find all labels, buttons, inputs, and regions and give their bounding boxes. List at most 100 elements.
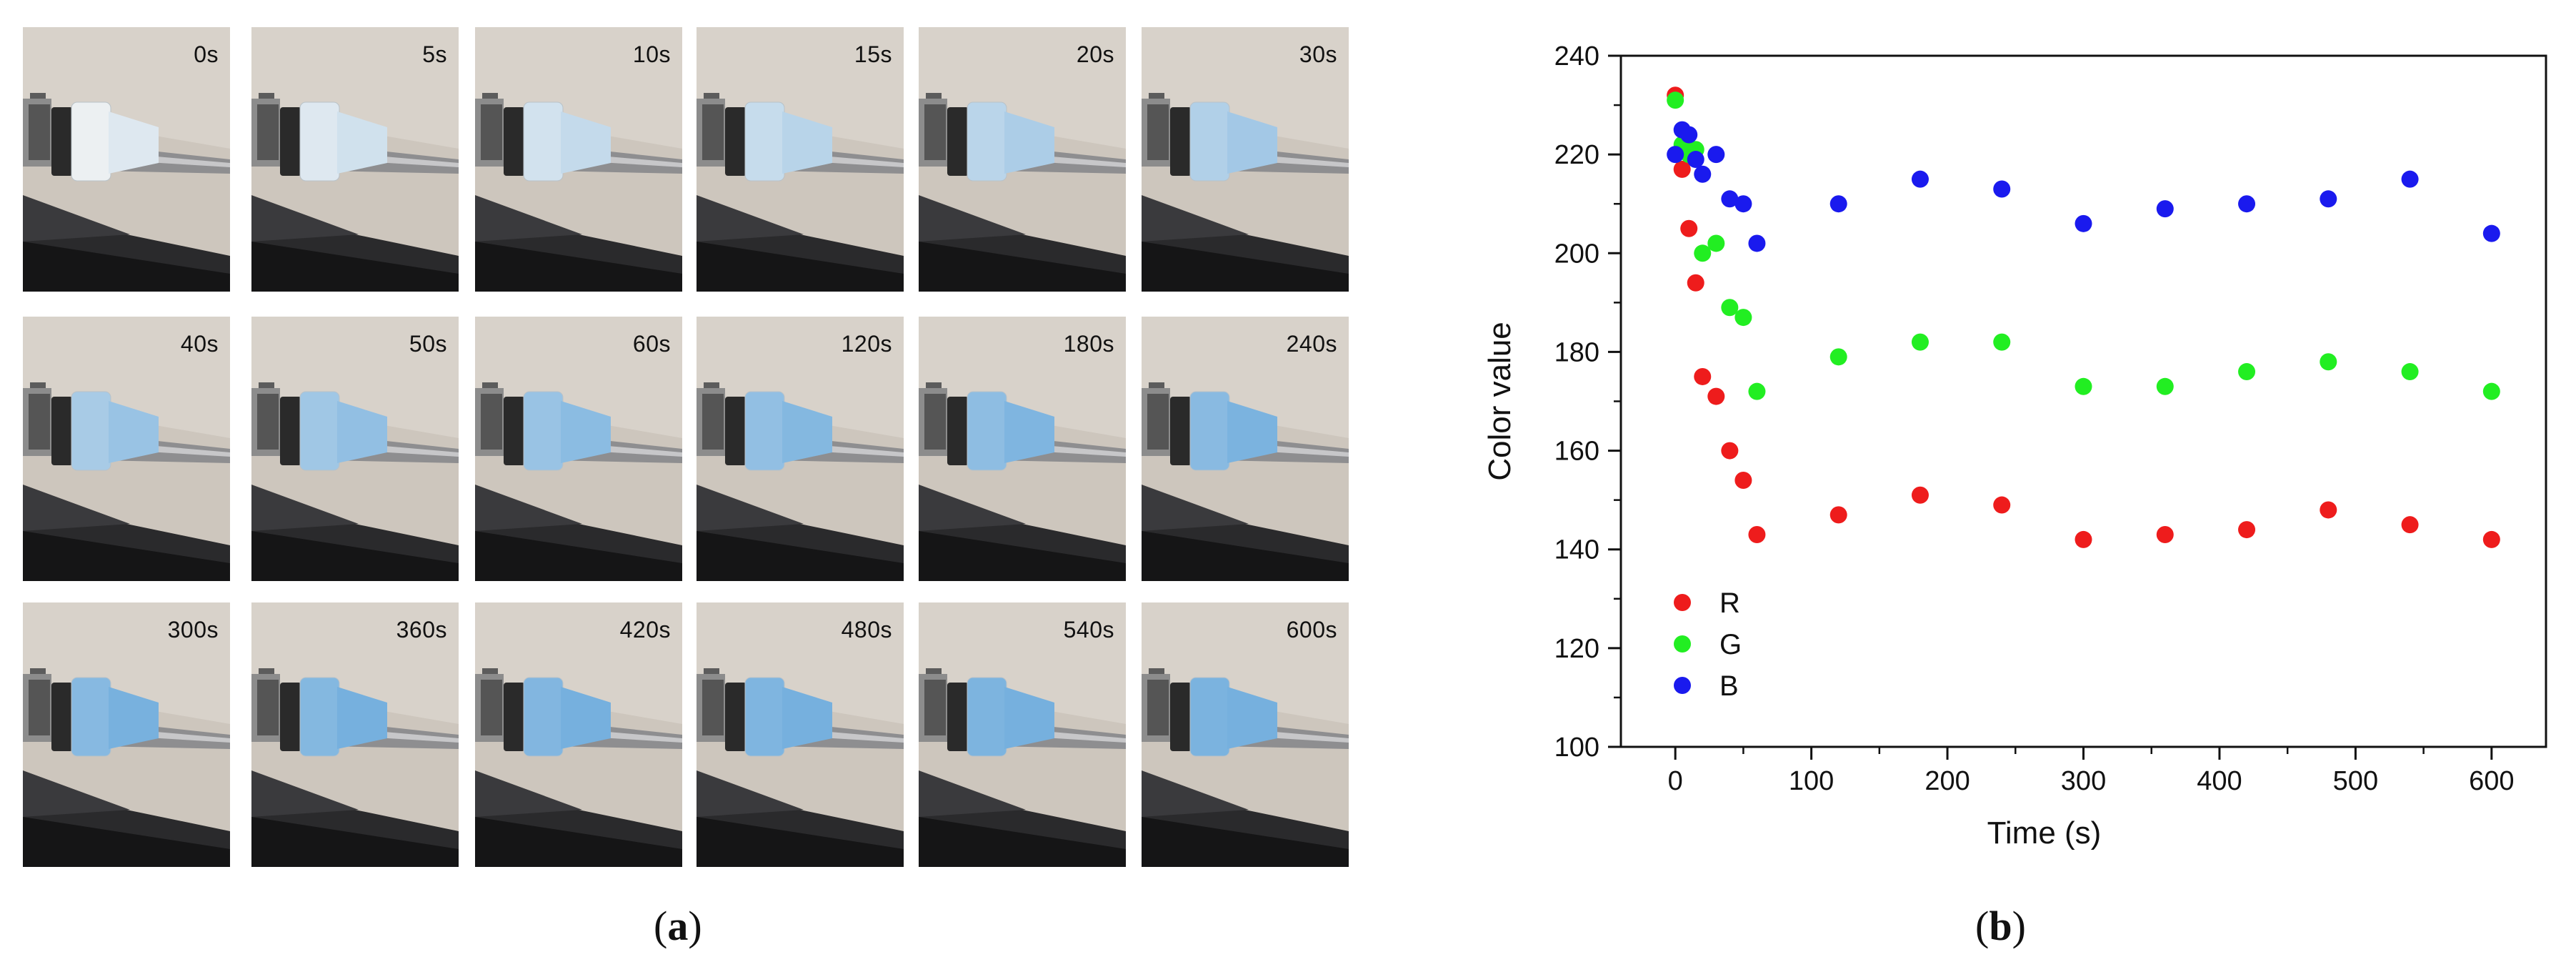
photo-tile: 600s xyxy=(1142,602,1349,867)
data-point-g xyxy=(2156,377,2174,395)
photo-scene xyxy=(23,602,230,867)
data-point-g xyxy=(2238,363,2256,381)
photo-scene xyxy=(1142,317,1349,581)
photo-tile: 360s xyxy=(251,602,459,867)
data-point-r xyxy=(1707,387,1725,405)
frame-time-label: 40s xyxy=(180,331,219,357)
data-point-b xyxy=(1667,146,1684,164)
data-point-g xyxy=(1694,244,1712,262)
x-axis-label: Time (s) xyxy=(1987,815,2102,850)
data-point-r xyxy=(1911,486,1929,504)
scatter-chart: 0 100 200 300 400 500 600 100 120 140 160 180 200 220… xyxy=(1482,41,2547,850)
data-point-g xyxy=(2482,382,2500,400)
photo-scene xyxy=(1142,27,1349,292)
data-point-g xyxy=(2320,353,2337,371)
photo-tile: 50s xyxy=(251,317,459,581)
data-point-b xyxy=(2156,200,2174,218)
data-point-b xyxy=(2238,195,2256,213)
data-point-b xyxy=(1680,126,1698,144)
photo-tile: 240s xyxy=(1142,317,1349,581)
x-tick-label: 100 xyxy=(1789,766,1834,796)
frame-time-label: 10s xyxy=(632,41,671,67)
data-point-b xyxy=(1707,146,1725,164)
data-point-b xyxy=(1687,151,1704,169)
data-point-b xyxy=(2320,190,2337,208)
legend-marker-r xyxy=(1674,594,1691,611)
photo-tile: 420s xyxy=(475,602,682,867)
data-point-b xyxy=(2075,214,2092,232)
frame-time-label: 360s xyxy=(396,617,447,643)
photo-scene xyxy=(919,602,1126,867)
frame-time-label: 420s xyxy=(619,617,671,643)
photo-tile: 0s xyxy=(23,27,230,292)
data-point-b xyxy=(2401,170,2419,188)
data-point-b xyxy=(1734,195,1752,213)
y-tick-label: 120 xyxy=(1554,634,1599,664)
data-point-r xyxy=(2482,530,2500,548)
y-tick-label: 140 xyxy=(1554,535,1599,565)
data-point-r xyxy=(1694,367,1712,385)
y-tick-label: 100 xyxy=(1554,733,1599,763)
y-tick-label: 160 xyxy=(1554,437,1599,467)
photo-tile: 120s xyxy=(697,317,904,581)
photo-tile: 540s xyxy=(919,602,1126,867)
photo-scene xyxy=(251,27,459,292)
frame-time-label: 50s xyxy=(409,331,447,357)
data-point-g xyxy=(2401,363,2419,381)
photo-grid: 0s 5s 10s 15s 20s 30s 40s 50s 60s 120s 180s 240s 300… xyxy=(0,0,1357,893)
photo-tile: 300s xyxy=(23,602,230,867)
photo-tile: 180s xyxy=(919,317,1126,581)
data-point-g xyxy=(1667,91,1684,109)
frame-time-label: 0s xyxy=(194,41,219,67)
data-point-r xyxy=(1748,525,1766,543)
photo-tile: 40s xyxy=(23,317,230,581)
data-point-r xyxy=(1829,506,1847,524)
photo-tile: 30s xyxy=(1142,27,1349,292)
data-point-r xyxy=(2156,525,2174,543)
data-point-b xyxy=(1911,170,1929,188)
photo-scene xyxy=(23,27,230,292)
panel-b-caption: (b) xyxy=(1975,903,2026,949)
frame-time-label: 180s xyxy=(1063,331,1114,357)
photo-scene xyxy=(23,317,230,581)
frame-time-label: 600s xyxy=(1286,617,1337,643)
data-point-r xyxy=(1673,160,1691,178)
data-point-g xyxy=(1721,299,1739,317)
data-point-g xyxy=(2075,377,2092,395)
photo-tile: 15s xyxy=(697,27,904,292)
frame-time-label: 120s xyxy=(841,331,892,357)
x-tick-label: 200 xyxy=(1924,766,1970,796)
photo-scene xyxy=(697,27,904,292)
y-tick-label: 220 xyxy=(1554,140,1599,170)
photo-tile: 10s xyxy=(475,27,682,292)
legend-marker-b xyxy=(1674,677,1691,694)
data-point-r xyxy=(1687,274,1704,292)
panel-a-letter: a xyxy=(667,903,689,949)
data-point-r xyxy=(1721,442,1739,460)
data-point-r xyxy=(2238,521,2256,539)
photo-tile: 20s xyxy=(919,27,1126,292)
data-point-r xyxy=(1734,472,1752,490)
data-point-b xyxy=(1748,234,1766,252)
panel-a-caption: (a) xyxy=(654,903,702,949)
data-point-b xyxy=(1993,180,2011,198)
photo-scene xyxy=(919,27,1126,292)
y-tick-label: 180 xyxy=(1554,337,1599,367)
frame-time-label: 240s xyxy=(1286,331,1337,357)
data-point-r xyxy=(2401,516,2419,534)
frame-time-label: 300s xyxy=(167,617,219,643)
data-point-g xyxy=(1911,333,1929,351)
photo-tile: 480s xyxy=(697,602,904,867)
data-point-g xyxy=(1707,234,1725,252)
data-point-r xyxy=(2320,501,2337,519)
x-tick-label: 600 xyxy=(2469,766,2514,796)
legend-label-r: R xyxy=(1719,587,1740,619)
photo-scene xyxy=(1142,602,1349,867)
legend-label-b: B xyxy=(1719,670,1739,702)
frame-time-label: 480s xyxy=(841,617,892,643)
data-point-g xyxy=(1734,309,1752,327)
x-tick-label: 0 xyxy=(1668,766,1683,796)
photo-scene xyxy=(697,317,904,581)
x-tick-label: 400 xyxy=(2197,766,2242,796)
data-point-r xyxy=(2075,530,2092,548)
